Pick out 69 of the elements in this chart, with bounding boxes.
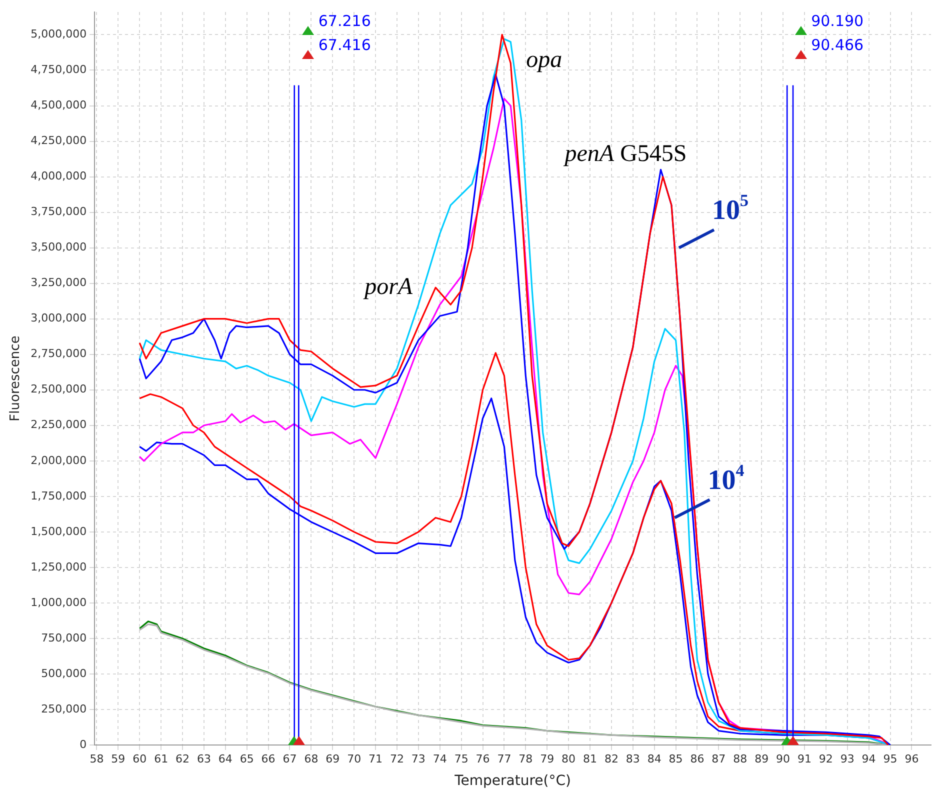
x-tick-label: 93 [840,752,854,766]
x-tick-label: 89 [754,752,769,766]
y-tick-label: 4,500,000 [30,98,87,112]
x-tick-label: 65 [240,752,254,766]
annotation: opa [526,47,562,74]
x-tick-label: 82 [604,752,618,766]
x-tick-label: 76 [476,752,490,766]
x-tick-label: 87 [712,752,726,766]
annotation: penA G545S [562,140,687,167]
y-tick-label: 1,750,000 [30,489,87,502]
y-tick-label: 2,250,000 [30,418,87,432]
x-tick-label: 63 [196,752,211,766]
x-tick-label: 59 [111,752,126,766]
y-tick-label: 3,250,000 [30,276,87,290]
y-tick-label: 0 [80,738,87,751]
ref-line-label: 90.466 [811,36,864,54]
y-tick-label: 2,500,000 [30,382,87,396]
x-tick-label: 86 [690,752,704,766]
x-tick-label: 80 [562,752,576,766]
ref-line-label: 90.190 [811,12,864,30]
y-tick-label: 4,250,000 [30,134,87,148]
x-tick-label: 64 [218,752,232,766]
x-tick-label: 67 [282,752,297,766]
x-axis-title: Temperature(°C) [454,773,571,790]
x-tick-label: 61 [154,752,168,766]
y-tick-label: 1,000,000 [30,596,87,609]
x-tick-label: 75 [454,752,468,766]
y-tick-label: 750,000 [41,631,87,644]
annotation: porA [362,274,413,300]
x-tick-label: 83 [626,752,640,766]
x-tick-label: 71 [368,752,383,766]
x-tick-label: 91 [797,752,812,766]
x-tick-label: 74 [432,752,447,766]
y-axis-title: Fluorescence [8,336,24,422]
y-tick-label: 3,500,000 [30,240,87,254]
y-tick-label: 1,250,000 [30,560,87,574]
x-tick-label: 95 [883,752,898,766]
y-tick-label: 2,750,000 [30,347,87,360]
y-tick-label: 250,000 [41,702,87,716]
x-tick-label: 79 [540,752,554,766]
y-tick-label: 2,000,000 [30,454,87,467]
x-tick-label: 62 [176,752,190,766]
x-tick-label: 90 [776,752,790,766]
x-tick-label: 58 [90,752,104,766]
x-tick-label: 70 [347,752,362,766]
x-tick-label: 60 [132,752,147,766]
x-tick-label: 69 [326,752,340,766]
x-tick-label: 77 [497,752,512,766]
x-tick-label: 78 [518,752,533,766]
ref-line-label: 67.216 [318,12,371,30]
x-tick-label: 66 [261,752,276,766]
x-tick-label: 96 [904,752,919,766]
y-tick-label: 1,500,000 [30,524,87,538]
y-tick-label: 500,000 [41,666,87,680]
x-tick-label: 88 [733,752,748,766]
x-tick-label: 72 [390,752,404,766]
y-tick-label: 5,000,000 [30,28,87,41]
y-tick-label: 3,750,000 [30,205,87,218]
x-tick-label: 81 [583,752,597,766]
x-tick-label: 85 [668,752,683,766]
x-tick-label: 68 [304,752,318,766]
x-tick-label: 84 [647,752,662,766]
x-tick-label: 73 [411,752,426,766]
y-tick-label: 4,000,000 [30,170,87,183]
y-tick-label: 4,750,000 [30,63,87,76]
ref-line-label: 67.416 [318,36,371,54]
x-tick-label: 94 [862,752,876,766]
x-tick-label: 92 [818,752,833,766]
y-tick-label: 3,000,000 [30,312,87,325]
